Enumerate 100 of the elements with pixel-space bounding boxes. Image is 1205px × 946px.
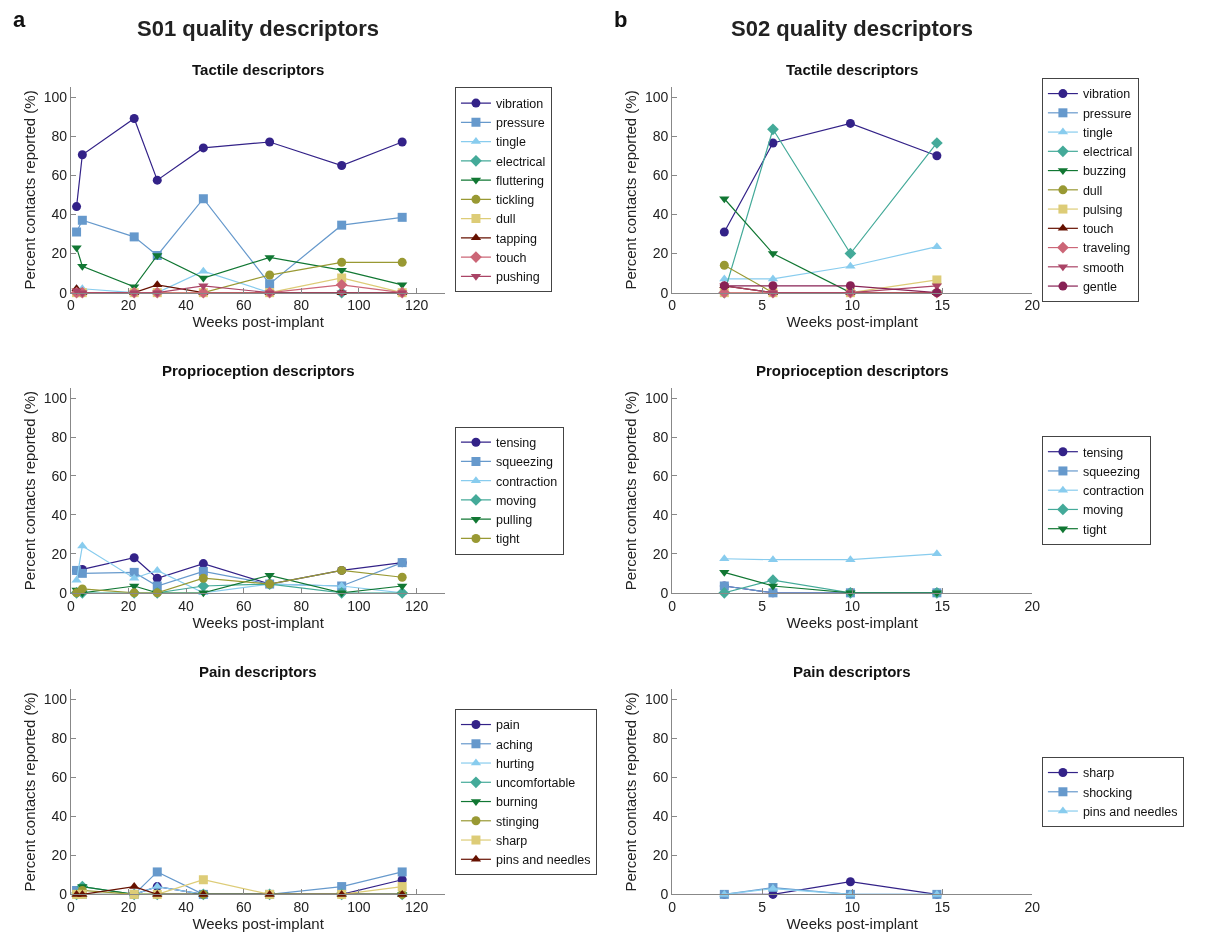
x-tick-label: 20	[120, 597, 137, 614]
x-tick-label: 40	[178, 899, 195, 916]
y-tick-label: 0	[660, 584, 669, 601]
y-tick-label: 80	[652, 730, 669, 747]
y-tick-label: 100	[644, 691, 669, 708]
x-tick-label: 5	[758, 297, 767, 314]
y-tick-label: 100	[43, 88, 68, 105]
legend-label: tensing	[495, 436, 537, 451]
legend-label: sharp	[495, 833, 528, 848]
x-axis-title: Weeks post-implant	[192, 613, 325, 631]
y-tick-label: 60	[51, 769, 68, 786]
y-axis-title: Percent contacts reported (%)	[622, 390, 640, 591]
y-tick-label: 20	[652, 245, 669, 262]
legend-label: smooth	[1082, 260, 1124, 275]
legend-label: stinging	[495, 814, 540, 829]
x-tick-label: 60	[235, 899, 252, 916]
y-axis-title: Percent contacts reported (%)	[20, 90, 38, 290]
legend-label: touch	[495, 250, 527, 265]
x-tick-label: 20	[1024, 597, 1041, 614]
text: S02 quality descriptors	[731, 16, 974, 41]
legend-label: vibration	[495, 96, 544, 111]
x-axis-title: Weeks post-implant	[786, 915, 919, 933]
y-tick-label: 80	[51, 730, 68, 747]
x-tick-label: 10	[844, 899, 861, 916]
y-tick-label: 60	[652, 769, 669, 786]
x-axis-title: Weeks post-implant	[786, 313, 919, 331]
legend-label: pulling	[495, 513, 533, 528]
legend-label: dull	[495, 212, 516, 227]
y-tick-label: 20	[652, 545, 669, 562]
legend-label: pins and needles	[495, 853, 591, 868]
text: S01 quality descriptors	[137, 16, 380, 41]
y-tick-label: 20	[51, 545, 68, 562]
legend-label: electrical	[495, 154, 546, 169]
legend-label: squeezing	[495, 455, 553, 470]
y-tick-label: 60	[652, 167, 669, 184]
legend-label: electrical	[1082, 145, 1133, 160]
legend-label: moving	[1082, 503, 1124, 518]
legend-label: dull	[1082, 183, 1103, 198]
legend-label: pulsing	[1082, 202, 1123, 217]
legend-label: contraction	[1082, 484, 1145, 499]
legend-label: pain	[495, 718, 520, 733]
x-tick-label: 15	[934, 297, 951, 314]
legend-label: tight	[495, 532, 521, 547]
legend-label: pushing	[495, 270, 540, 285]
x-tick-label: 5	[758, 899, 767, 916]
x-tick-label: 100	[347, 899, 371, 916]
y-tick-label: 0	[660, 284, 669, 301]
x-tick-label: 20	[1024, 899, 1041, 916]
y-tick-label: 100	[644, 88, 669, 105]
x-tick-label: 10	[844, 297, 861, 314]
x-tick-label: 80	[293, 297, 310, 314]
legend-label: moving	[495, 493, 537, 508]
legend-label: pressure	[495, 116, 545, 131]
y-tick-label: 0	[59, 886, 68, 903]
text: b	[614, 7, 628, 32]
chart-title: Tactile descriptors	[192, 61, 325, 78]
y-tick-label: 40	[51, 506, 68, 523]
chart-title: Proprioception descriptors	[162, 362, 355, 379]
legend-label: touch	[1082, 222, 1114, 237]
legend-label: tensing	[1082, 445, 1124, 460]
y-tick-label: 100	[644, 389, 669, 406]
x-tick-label: 100	[347, 597, 371, 614]
y-tick-label: 60	[652, 467, 669, 484]
y-axis-title: Percent contacts reported (%)	[622, 692, 640, 892]
x-tick-label: 60	[235, 297, 252, 314]
x-tick-label: 120	[404, 597, 429, 614]
legend-label: tapping	[495, 231, 538, 246]
legend-label: pins and needles	[1082, 804, 1178, 819]
x-tick-label: 120	[404, 899, 429, 916]
x-tick-label: 80	[293, 597, 310, 614]
y-axis-title: Percent contacts reported (%)	[20, 390, 38, 591]
chart-title: Pain descriptors	[793, 663, 911, 680]
chart-title: Tactile descriptors	[786, 61, 919, 78]
legend-label: squeezing	[1082, 464, 1140, 479]
y-tick-label: 100	[43, 691, 68, 708]
y-axis-title: Percent contacts reported (%)	[20, 692, 38, 892]
legend-label: contraction	[495, 474, 558, 489]
legend-label: gentle	[1082, 279, 1118, 294]
x-axis-title: Weeks post-implant	[786, 613, 919, 631]
legend-label: fluttering	[495, 173, 544, 188]
x-tick-label: 15	[934, 899, 951, 916]
y-tick-label: 40	[51, 206, 68, 223]
legend-label: uncomfortable	[495, 776, 576, 791]
x-tick-label: 60	[235, 597, 252, 614]
x-tick-label: 5	[758, 597, 767, 614]
x-tick-label: 120	[404, 297, 429, 314]
y-tick-label: 40	[652, 206, 669, 223]
chart-title: Pain descriptors	[199, 663, 317, 680]
y-tick-label: 60	[51, 467, 68, 484]
x-tick-label: 20	[120, 297, 137, 314]
legend-label: tickling	[495, 193, 535, 208]
text: a	[13, 7, 26, 32]
y-tick-label: 60	[51, 167, 68, 184]
legend-label: pressure	[1082, 106, 1132, 121]
y-tick-label: 0	[59, 584, 68, 601]
x-tick-label: 20	[1024, 297, 1041, 314]
legend-label: shocking	[1082, 785, 1133, 800]
y-tick-label: 80	[51, 128, 68, 145]
x-tick-label: 15	[934, 597, 951, 614]
x-axis-title: Weeks post-implant	[192, 313, 325, 331]
